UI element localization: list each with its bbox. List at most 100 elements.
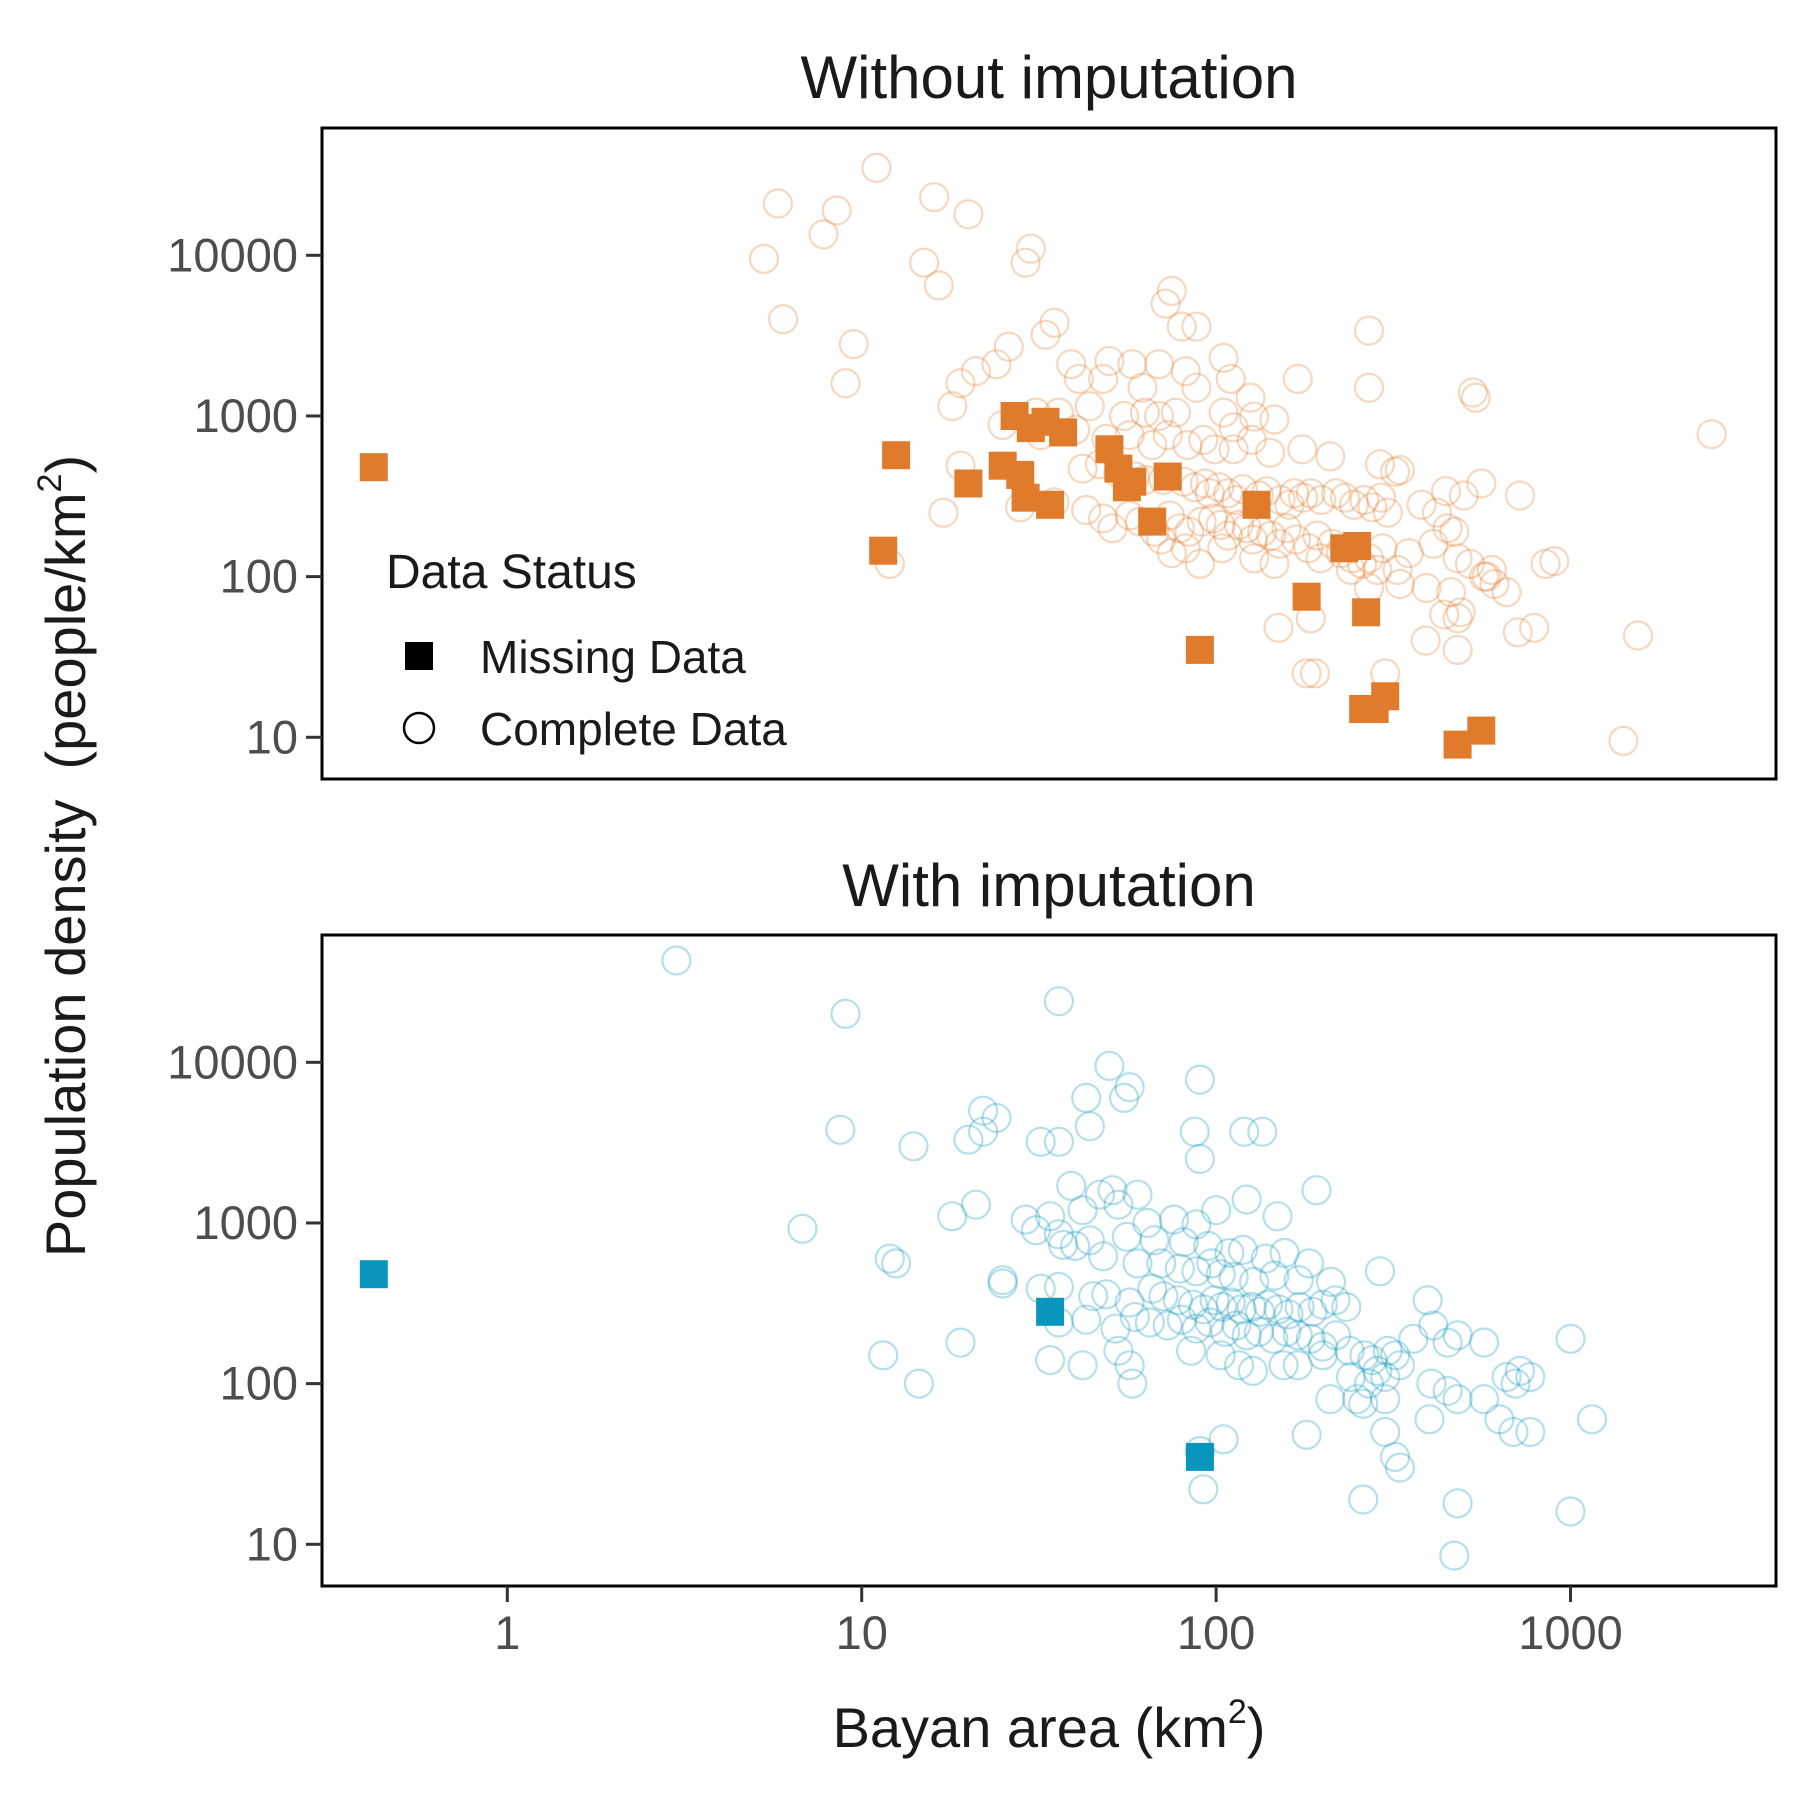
complete-data-point [1143, 349, 1175, 380]
complete-data-point [937, 391, 968, 422]
complete-data-point [838, 329, 869, 360]
complete-data-point [1498, 1416, 1529, 1448]
complete-data-point [945, 1327, 976, 1358]
complete-data-point [825, 1114, 856, 1145]
complete-data-point [1103, 1335, 1134, 1366]
complete-data-point [1329, 482, 1361, 513]
complete-data-point [1223, 509, 1255, 541]
complete-data-point [1108, 400, 1140, 432]
x-tick-label: 10 [836, 1606, 888, 1659]
complete-data-point [1177, 1289, 1209, 1320]
y-axis-title-close: ) [34, 455, 97, 474]
complete-data-point [1199, 434, 1230, 465]
complete-data-point [1306, 484, 1337, 516]
complete-data-point [1196, 1248, 1227, 1279]
complete-data-point [1442, 543, 1473, 574]
complete-data-point [1287, 434, 1318, 465]
complete-data-point [1188, 424, 1219, 455]
complete-data-point [1338, 489, 1370, 520]
x-axis-title-close: ) [1247, 1696, 1266, 1759]
complete-data-point [908, 247, 940, 278]
complete-data-point [1184, 548, 1216, 580]
complete-data-point [1043, 1219, 1075, 1250]
complete-data-point [1226, 1294, 1257, 1325]
complete-data-point [1500, 1368, 1531, 1399]
y-tick-label: 1000 [193, 1196, 298, 1249]
complete-data-point [1295, 1323, 1326, 1354]
complete-data-point [1078, 1281, 1109, 1312]
missing-data-point [882, 441, 911, 470]
y-tick-label: 10 [246, 710, 298, 763]
complete-data-point [1608, 725, 1639, 757]
complete-data-point [1247, 1116, 1278, 1147]
complete-data-point [1212, 478, 1244, 509]
complete-data-point [953, 199, 984, 230]
complete-data-point [1353, 315, 1385, 346]
complete-data-point [1172, 429, 1203, 461]
complete-data-point [1214, 1237, 1245, 1269]
complete-data-point [1237, 1355, 1269, 1387]
complete-data-point [1067, 1195, 1098, 1226]
complete-data-point [1166, 311, 1197, 342]
y-tick-label: 1000 [193, 389, 298, 442]
complete-data-point [1103, 1189, 1134, 1220]
complete-data-point [1442, 1488, 1473, 1519]
complete-data-point [1221, 1310, 1252, 1341]
missing-data-point [1153, 462, 1182, 491]
complete-data-point [1273, 1299, 1304, 1330]
complete-data-point [874, 1243, 905, 1274]
complete-data-point [1047, 1229, 1079, 1261]
complete-data-point [1299, 658, 1331, 689]
complete-data-point [923, 270, 954, 301]
complete-data-point [1280, 524, 1312, 555]
complete-data-point [987, 1265, 1018, 1296]
complete-data-point [918, 182, 950, 213]
complete-data-point [1439, 516, 1470, 547]
complete-data-point [1379, 1441, 1411, 1473]
complete-data-point [993, 331, 1024, 362]
complete-data-point [1268, 1350, 1299, 1381]
complete-data-point [1207, 1291, 1238, 1323]
complete-data-point [1555, 1496, 1586, 1527]
panel-frame-top [320, 126, 1778, 781]
complete-data-point [1097, 1175, 1128, 1206]
complete-data-point [1320, 1285, 1351, 1316]
panel-title-bottom: With imputation [842, 852, 1256, 919]
complete-data-point [1259, 548, 1290, 580]
complete-data-point [1139, 1225, 1170, 1256]
complete-data-point [787, 1213, 818, 1244]
complete-data-point [981, 1102, 1012, 1134]
complete-data-point [748, 243, 780, 274]
complete-data-point [1307, 1331, 1338, 1362]
complete-data-point [1114, 1072, 1145, 1103]
complete-data-point [1530, 548, 1561, 580]
complete-data-point [1382, 554, 1413, 586]
complete-data-point [1067, 1350, 1098, 1381]
complete-data-point [1204, 472, 1235, 503]
complete-data-point [1034, 1201, 1066, 1232]
complete-data-point [1331, 1291, 1362, 1323]
complete-data-point [1152, 420, 1183, 451]
complete-data-point [1137, 429, 1168, 461]
complete-data-point [1186, 506, 1217, 537]
complete-data-point [1181, 372, 1212, 403]
complete-data-point [1199, 1285, 1230, 1316]
complete-data-point [1231, 1320, 1262, 1351]
complete-data-point [1114, 1350, 1145, 1381]
complete-data-point [1231, 1184, 1262, 1215]
complete-data-point [1170, 356, 1201, 387]
complete-data-point [1297, 1296, 1328, 1327]
complete-data-point [1043, 1126, 1075, 1157]
complete-data-point [1238, 1266, 1270, 1298]
complete-data-point [1471, 561, 1502, 592]
complete-data-point [808, 219, 839, 250]
complete-data-point [1132, 1207, 1163, 1239]
missing-data-point [359, 453, 388, 482]
complete-data-point [861, 152, 892, 183]
complete-data-point [1137, 1273, 1168, 1304]
complete-data-point [1539, 545, 1570, 577]
complete-data-point [960, 1189, 992, 1220]
complete-data-point [1519, 612, 1550, 643]
complete-data-point [868, 1340, 899, 1371]
complete-data-point [1484, 1404, 1515, 1435]
